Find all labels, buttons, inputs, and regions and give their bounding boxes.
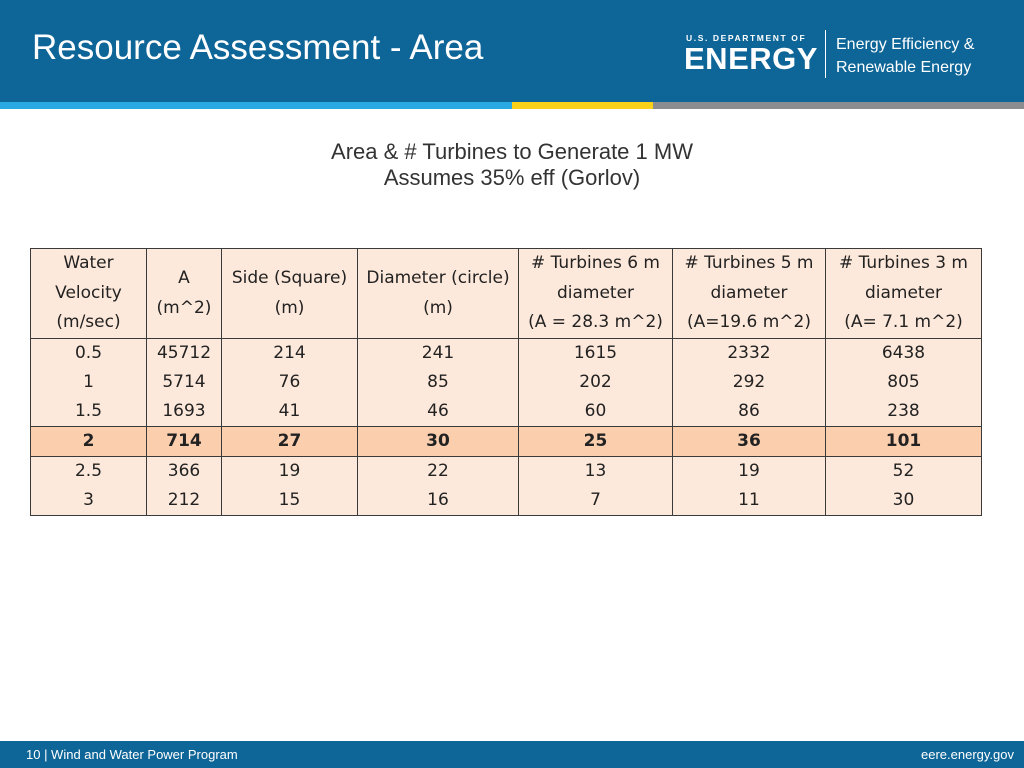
table-cell: 366 — [146, 456, 222, 486]
table-cell: 714 — [146, 426, 222, 457]
table-cell: 11 — [672, 486, 826, 516]
header-text: Side (Square) — [231, 268, 348, 288]
table-cell: 2332 — [672, 338, 826, 368]
table-cell: 19 — [221, 456, 358, 486]
table-cell: 202 — [518, 368, 673, 397]
table-cell: 13 — [518, 456, 673, 486]
table-row: 3 212 15 16 7 11 30 — [30, 486, 982, 516]
header-text: diameter — [864, 282, 943, 303]
turbine-area-table: Water Velocity (m/sec) A (m^2) Side (Squ… — [30, 248, 982, 516]
header-turbines-3m: # Turbines 3 m diameter (A= 7.1 m^2) — [825, 248, 982, 339]
table-cell: 7 — [518, 486, 673, 516]
header-side-square: Side (Square) (m) — [221, 248, 358, 339]
table-cell: 19 — [672, 456, 826, 486]
table-row: 2.5 366 19 22 13 19 52 — [30, 456, 982, 486]
table-cell: 238 — [825, 397, 982, 427]
header-text: Water — [63, 253, 114, 274]
footer-website-link[interactable]: eere.energy.gov — [921, 747, 1014, 762]
table-cell: 60 — [518, 397, 673, 427]
header-water-velocity: Water Velocity (m/sec) — [30, 248, 147, 339]
footer-bar: 10 | Wind and Water Power Program eere.e… — [0, 741, 1024, 768]
header-text: (A = 28.3 m^2) — [528, 312, 663, 333]
header-bar: Resource Assessment - Area U.S. DEPARTME… — [0, 0, 1024, 102]
header-text: # Turbines 3 m — [838, 253, 968, 274]
table-row-highlighted: 2 714 27 30 25 36 101 — [30, 426, 982, 457]
table-cell: 52 — [825, 456, 982, 486]
header-text: (m^2) — [156, 297, 212, 318]
table-caption: Area & # Turbines to Generate 1 MW Assum… — [0, 139, 1024, 191]
table-cell: 1.5 — [30, 397, 147, 427]
header-text: (A= 7.1 m^2) — [844, 312, 963, 333]
header-text: diameter — [556, 282, 635, 303]
table-cell: 5714 — [146, 368, 222, 397]
table-caption-line2: Assumes 35% eff (Gorlov) — [383, 165, 641, 190]
table-cell: 214 — [221, 338, 358, 368]
table-cell: 46 — [357, 397, 519, 427]
table-row: 1.5 1693 41 46 60 86 238 — [30, 397, 982, 427]
accent-stripe-blue — [0, 102, 512, 109]
table-row: 0.5 45712 214 241 1615 2332 6438 — [30, 338, 982, 368]
table-row: 1 5714 76 85 202 292 805 — [30, 368, 982, 397]
table-cell: 3 — [30, 486, 147, 516]
table-cell: 2.5 — [30, 456, 147, 486]
header-text: (A=19.6 m^2) — [686, 312, 811, 333]
table-cell: 30 — [357, 426, 519, 457]
office-name-line2: Renewable Energy — [836, 59, 972, 76]
doe-logo-small-text: U.S. DEPARTMENT OF — [686, 33, 807, 43]
header-text: A — [178, 268, 190, 288]
table-cell: 212 — [146, 486, 222, 516]
accent-stripe-yellow — [512, 102, 653, 109]
header-text: Velocity — [55, 282, 122, 303]
header-text: # Turbines 5 m — [684, 253, 814, 274]
table-cell: 1615 — [518, 338, 673, 368]
header-text: (m/sec) — [56, 312, 121, 333]
table-cell: 1693 — [146, 397, 222, 427]
table-cell: 22 — [357, 456, 519, 486]
table-cell: 101 — [825, 426, 982, 457]
table-cell: 292 — [672, 368, 826, 397]
table-cell: 6438 — [825, 338, 982, 368]
table-cell: 805 — [825, 368, 982, 397]
header-text: (m) — [274, 297, 305, 318]
slide-title: Resource Assessment - Area — [32, 28, 484, 67]
header-turbines-6m: # Turbines 6 m diameter (A = 28.3 m^2) — [518, 248, 673, 339]
header-text: # Turbines 6 m — [530, 253, 660, 274]
table-cell: 2 — [30, 426, 147, 457]
office-name-line1: Energy Efficiency & — [836, 36, 975, 53]
header-text: (m) — [423, 297, 453, 318]
table-cell: 86 — [672, 397, 826, 427]
header-area: A (m^2) — [146, 248, 222, 339]
table-cell: 15 — [221, 486, 358, 516]
logo-divider — [825, 30, 826, 78]
header-turbines-5m: # Turbines 5 m diameter (A=19.6 m^2) — [672, 248, 826, 339]
table-cell: 1 — [30, 368, 147, 397]
table-cell: 76 — [221, 368, 358, 397]
table-cell: 85 — [357, 368, 519, 397]
office-name: Energy Efficiency & Renewable Energy — [836, 33, 974, 79]
header-text: diameter — [710, 282, 788, 303]
table-cell: 25 — [518, 426, 673, 457]
table-cell: 0.5 — [30, 338, 147, 368]
table-cell: 30 — [825, 486, 982, 516]
table-caption-line1: Area & # Turbines to Generate 1 MW — [331, 139, 693, 164]
footer-program-label: 10 | Wind and Water Power Program — [26, 747, 238, 762]
header-diameter-circle: Diameter (circle) (m) — [357, 248, 519, 339]
table-cell: 45712 — [146, 338, 222, 368]
table-cell: 241 — [357, 338, 519, 368]
table-cell: 36 — [672, 426, 826, 457]
table-cell: 27 — [221, 426, 358, 457]
table-header-row: Water Velocity (m/sec) A (m^2) Side (Squ… — [30, 248, 982, 339]
doe-logo-wordmark: ENERGY — [684, 41, 818, 76]
table-cell: 41 — [221, 397, 358, 427]
accent-stripe-gray — [653, 102, 1024, 109]
header-text: Diameter (circle) — [366, 268, 510, 288]
table-cell: 16 — [357, 486, 519, 516]
